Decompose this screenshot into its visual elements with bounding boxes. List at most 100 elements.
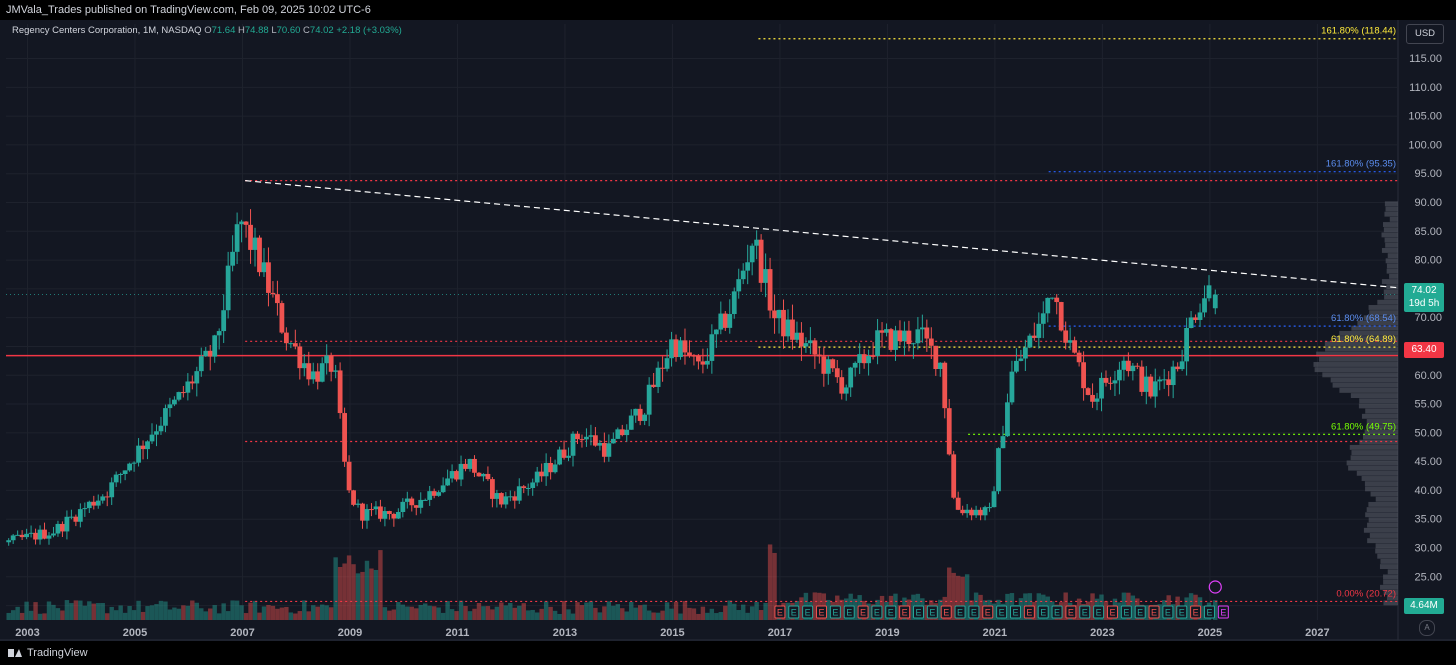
candle-body-104 <box>472 458 477 473</box>
volume-profile-bar <box>1349 444 1398 450</box>
candle-body-177 <box>799 332 804 347</box>
volume-bar-52 <box>239 605 244 620</box>
earnings-marker-1: E <box>791 608 797 618</box>
volume-bar-62 <box>284 606 289 620</box>
candle-body-158 <box>713 329 719 335</box>
volume-bar-60 <box>275 608 280 620</box>
candle-body-166 <box>749 245 755 263</box>
candle-body-115 <box>521 486 527 489</box>
candle-body-34 <box>158 425 164 432</box>
candle-body-188 <box>848 367 854 388</box>
candle-body-96 <box>436 492 442 496</box>
bar-countdown: 19d 5h <box>1408 298 1440 309</box>
volume-profile-bar <box>1385 258 1398 264</box>
candle-body-171 <box>772 310 777 319</box>
volume-bar-117 <box>530 609 535 620</box>
tradingview-logo-icon <box>8 648 22 658</box>
earnings-marker-box-31 <box>1203 605 1215 619</box>
candle-body-84 <box>382 511 388 519</box>
candle-body-126 <box>570 433 576 456</box>
candle-body-265 <box>1193 317 1198 320</box>
candle-body-255 <box>1148 376 1154 397</box>
volume-profile-bar <box>1357 320 1398 326</box>
currency-button[interactable]: USD <box>1406 24 1444 44</box>
candle-body-160 <box>722 313 728 328</box>
volume-bar-46 <box>212 605 217 620</box>
last-price-value: 74.02 <box>1411 285 1437 296</box>
candle-body-79 <box>360 503 365 521</box>
candle-body-123 <box>557 449 562 465</box>
x-tick-label-2: 2007 <box>230 627 254 639</box>
volume-bar-8 <box>42 613 47 620</box>
candle-body-37 <box>172 399 177 405</box>
volume-bar-186 <box>839 599 844 620</box>
candle-body-240 <box>1081 362 1086 389</box>
candle-body-102 <box>463 463 468 469</box>
earnings-marker-24: E <box>1109 608 1115 618</box>
candle-body-122 <box>552 464 558 473</box>
candle-body-38 <box>176 392 182 400</box>
candle-body-77 <box>351 490 356 505</box>
candle-body-154 <box>696 355 701 362</box>
earnings-marker-19: E <box>1040 608 1046 618</box>
volume-bar-109 <box>494 606 500 620</box>
candle-body-192 <box>866 355 872 364</box>
candle-body-226 <box>1018 358 1024 361</box>
candle-body-46 <box>212 335 218 357</box>
dividend-icon <box>1208 580 1222 594</box>
candle-body-235 <box>1058 302 1064 331</box>
volume-bar-86 <box>391 609 397 620</box>
candle-body-45 <box>207 350 213 357</box>
volume-bar-6 <box>33 602 38 620</box>
volume-bar-33 <box>154 604 159 620</box>
volume-profile-bar <box>1330 377 1398 383</box>
volume-profile-bar <box>1380 558 1398 564</box>
volume-bar-11 <box>55 608 61 620</box>
candle-body-142 <box>642 414 648 421</box>
candle-body-112 <box>507 496 513 498</box>
x-tick-label-11: 2025 <box>1198 627 1222 639</box>
level-price-badge: 63.40 <box>1404 342 1444 358</box>
x-tick-label-7: 2017 <box>768 627 792 639</box>
candle-body-202 <box>910 343 916 345</box>
candle-body-97 <box>440 485 446 493</box>
candle-body-256 <box>1152 381 1158 397</box>
volume-profile-bar <box>1351 325 1398 331</box>
auto-scale-button[interactable]: A <box>1419 620 1435 636</box>
volume-bar-166 <box>749 606 755 620</box>
candle-body-127 <box>575 433 580 440</box>
volume-bar-7 <box>37 613 43 620</box>
volume-profile-bar <box>1381 248 1398 253</box>
candle-body-67 <box>306 363 312 380</box>
volume-bar-152 <box>687 607 692 620</box>
candle-body-225 <box>1014 360 1019 372</box>
candle-body-55 <box>252 237 258 250</box>
volume-bar-0 <box>6 612 11 620</box>
y-tick-label-1: 25.00 <box>1414 571 1442 583</box>
candle-body-167 <box>754 239 760 246</box>
volume-bar-43 <box>199 608 204 620</box>
y-tick-label-17: 105.00 <box>1408 111 1442 123</box>
candle-body-18 <box>86 501 92 509</box>
volume-profile-bar <box>1363 315 1398 321</box>
earnings-marker-30: E <box>1193 608 1199 618</box>
candle-body-21 <box>100 496 106 501</box>
candle-body-145 <box>655 367 661 387</box>
volume-profile-bar <box>1368 517 1398 523</box>
volume-bar-108 <box>490 609 495 620</box>
price-chart[interactable]: 20.0025.0030.0035.0040.0045.0050.0055.00… <box>0 20 1456 641</box>
volume-profile-bar <box>1384 201 1398 207</box>
volume-bar-245 <box>1103 601 1109 620</box>
volume-bar-87 <box>396 602 401 620</box>
volume-bar-158 <box>714 613 719 620</box>
earnings-marker-17: E <box>1012 608 1018 618</box>
volume-bar-55 <box>252 600 258 620</box>
candle-body-206 <box>928 338 934 346</box>
volume-bar-148 <box>669 608 674 620</box>
volume-bar-130 <box>588 601 594 620</box>
volume-profile-bar <box>1366 507 1398 513</box>
volume-bar-80 <box>364 560 370 620</box>
volume-bar-183 <box>826 599 831 620</box>
volume-bar-217 <box>978 594 983 620</box>
volume-profile-bar <box>1334 336 1398 341</box>
